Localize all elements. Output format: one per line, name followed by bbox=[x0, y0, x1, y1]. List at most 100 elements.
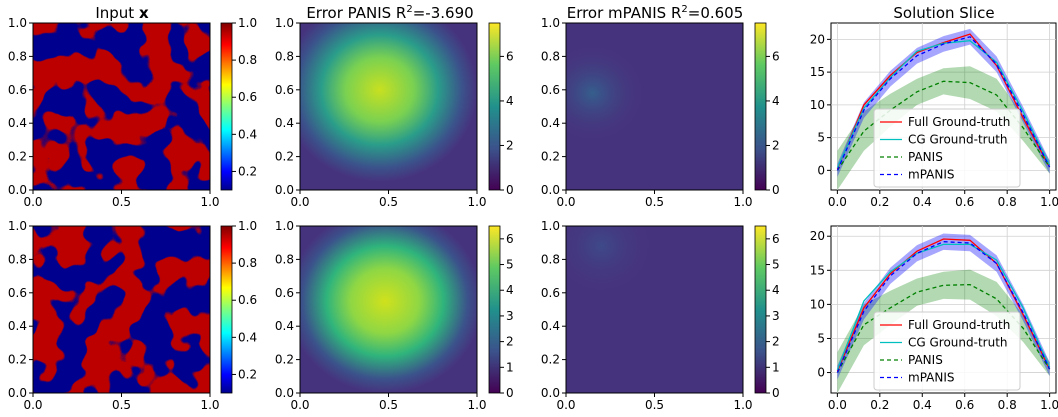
y-tick-label: 1.0 bbox=[8, 219, 27, 233]
x-tick-label: 0.2 bbox=[870, 398, 889, 412]
x-tick-label: 0.4 bbox=[913, 195, 932, 209]
y-tick-label: 0.6 bbox=[541, 83, 560, 97]
y-tick-label: 0.2 bbox=[541, 353, 560, 367]
colorbar-panis-row2 bbox=[488, 225, 501, 394]
panis-error-map-row2 bbox=[299, 225, 478, 394]
colorbar-tick-label: 4 bbox=[506, 94, 514, 108]
colorbar-tick-label: 0 bbox=[772, 386, 780, 400]
y-tick-label: 0.2 bbox=[8, 353, 27, 367]
colorbar-tick-label: 4 bbox=[506, 283, 514, 297]
y-tick-label: 1.0 bbox=[541, 16, 560, 30]
y-tick-label: 0.0 bbox=[541, 183, 560, 197]
title-error-panis: Error PANIS R2=-3.690 bbox=[306, 4, 473, 22]
mpanis-error-map-row1 bbox=[565, 22, 744, 191]
colorbar-tick-label: 0 bbox=[772, 183, 780, 197]
colorbar-tick-label: 6 bbox=[772, 49, 780, 63]
colorbar-tick-label: 2 bbox=[506, 138, 514, 152]
y-tick-label: 0.6 bbox=[8, 286, 27, 300]
x-tick-label: 0.5 bbox=[112, 398, 131, 412]
x-tick-label: 0.0 bbox=[23, 195, 42, 209]
x-tick-label: 1.0 bbox=[1040, 398, 1058, 412]
y-tick-label: 15 bbox=[810, 65, 825, 79]
series-line-full-ground-truth bbox=[836, 33, 1051, 170]
y-tick-label: 0.0 bbox=[8, 183, 27, 197]
colorbar-tick-label: 5 bbox=[506, 258, 514, 272]
y-tick-label: 0.0 bbox=[275, 183, 294, 197]
colorbar-tick-label: 1 bbox=[506, 360, 514, 374]
y-tick-label: 15 bbox=[810, 263, 825, 277]
y-tick-label: 1.0 bbox=[8, 16, 27, 30]
colorbar-tick-label: 2 bbox=[506, 335, 514, 349]
colorbar-tick-label: 4 bbox=[772, 94, 780, 108]
x-tick-label: 0.6 bbox=[955, 195, 974, 209]
legend-label: CG Ground-truth bbox=[908, 336, 1008, 350]
colorbar-tick-label: 1 bbox=[772, 360, 780, 374]
y-tick-label: 0.2 bbox=[275, 150, 294, 164]
y-tick-label: 0.0 bbox=[541, 386, 560, 400]
x-tick-label: 0.0 bbox=[290, 195, 309, 209]
colorbar-tick-label: 4 bbox=[772, 283, 780, 297]
colorbar-tick-label: 0.2 bbox=[238, 164, 257, 178]
legend-box bbox=[873, 108, 1021, 188]
y-tick-label: 0.8 bbox=[275, 49, 294, 63]
legend-label: mPANIS bbox=[908, 168, 955, 182]
y-tick-label: 0.4 bbox=[8, 116, 27, 130]
panis-error-map-row1 bbox=[299, 22, 478, 191]
y-tick-label: 0.2 bbox=[541, 150, 560, 164]
y-tick-label: 0.0 bbox=[8, 386, 27, 400]
colorbar-mpanis-row1 bbox=[754, 22, 767, 191]
x-tick-label: 0.2 bbox=[870, 195, 889, 209]
series-band-panis bbox=[837, 269, 1050, 393]
title-input: Input x bbox=[95, 4, 149, 22]
colorbar-mpanis-row2 bbox=[754, 225, 767, 394]
series-line-cg-ground-truth bbox=[836, 40, 1051, 168]
y-tick-label: 0.2 bbox=[8, 150, 27, 164]
x-tick-label: 0.0 bbox=[556, 398, 575, 412]
x-tick-label: 1.0 bbox=[1040, 195, 1058, 209]
x-tick-label: 1.0 bbox=[200, 195, 219, 209]
y-tick-label: 0.4 bbox=[275, 116, 294, 130]
y-tick-label: 0.4 bbox=[541, 116, 560, 130]
x-tick-label: 0.5 bbox=[112, 195, 131, 209]
colorbar-tick-label: 0.2 bbox=[238, 367, 257, 381]
x-tick-label: 0.6 bbox=[955, 398, 974, 412]
y-tick-label: 0.8 bbox=[541, 252, 560, 266]
x-tick-label: 1.0 bbox=[467, 195, 486, 209]
series-band-mpanis bbox=[837, 233, 1050, 380]
x-tick-label: 0.0 bbox=[828, 195, 847, 209]
x-tick-label: 1.0 bbox=[733, 195, 752, 209]
x-tick-label: 0.8 bbox=[998, 195, 1017, 209]
colorbar-input-row2 bbox=[220, 225, 233, 394]
colorbar-input-row1 bbox=[220, 22, 233, 191]
legend-box bbox=[873, 311, 1021, 391]
x-tick-label: 1.0 bbox=[733, 398, 752, 412]
y-tick-label: 5 bbox=[817, 131, 825, 145]
colorbar-tick-label: 1.0 bbox=[238, 16, 257, 30]
title-solution-slice: Solution Slice bbox=[893, 4, 994, 22]
colorbar-tick-label: 0.6 bbox=[238, 90, 257, 104]
mpanis-error-map-row2 bbox=[565, 225, 744, 394]
y-tick-label: 0 bbox=[817, 366, 825, 380]
y-tick-label: 0.8 bbox=[8, 49, 27, 63]
colorbar-tick-label: 0.4 bbox=[238, 330, 257, 344]
y-tick-label: 0.8 bbox=[275, 252, 294, 266]
colorbar-tick-label: 0.4 bbox=[238, 127, 257, 141]
y-tick-label: 1.0 bbox=[275, 16, 294, 30]
x-tick-label: 0.5 bbox=[379, 195, 398, 209]
y-tick-label: 1.0 bbox=[275, 219, 294, 233]
y-tick-label: 0 bbox=[817, 163, 825, 177]
x-tick-label: 0.0 bbox=[556, 195, 575, 209]
legend-label: Full Ground-truth bbox=[908, 318, 1010, 332]
y-tick-label: 20 bbox=[810, 229, 825, 243]
series-line-cg-ground-truth bbox=[836, 243, 1051, 371]
y-tick-label: 0.6 bbox=[275, 286, 294, 300]
x-tick-label: 0.4 bbox=[913, 398, 932, 412]
y-tick-label: 0.4 bbox=[275, 319, 294, 333]
legend-label: mPANIS bbox=[908, 371, 955, 385]
series-band-panis bbox=[837, 66, 1050, 190]
y-tick-label: 20 bbox=[810, 32, 825, 46]
y-tick-label: 0.6 bbox=[275, 83, 294, 97]
colorbar-tick-label: 6 bbox=[506, 49, 514, 63]
colorbar-tick-label: 0 bbox=[506, 183, 514, 197]
y-tick-label: 1.0 bbox=[541, 219, 560, 233]
